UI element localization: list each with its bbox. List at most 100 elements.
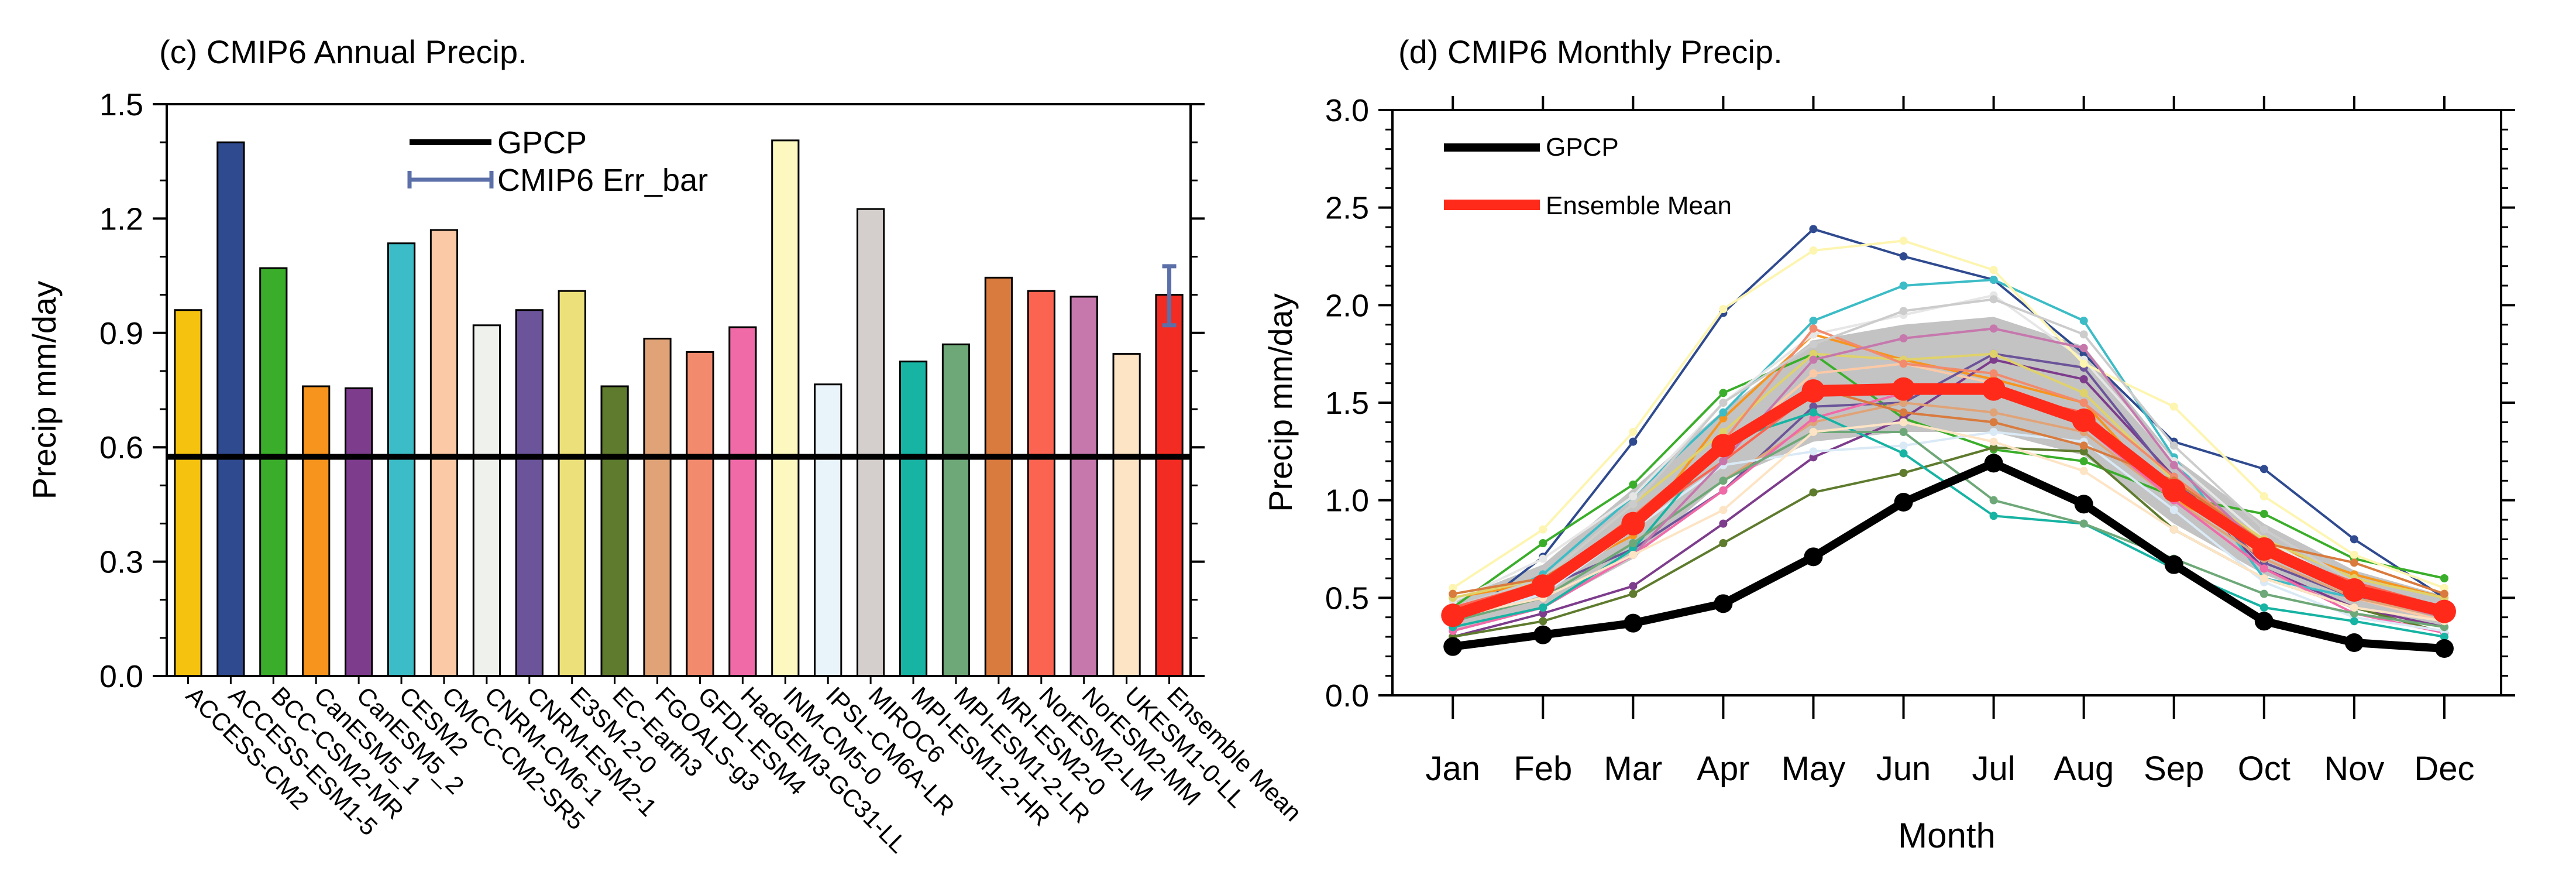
bar [728,326,757,677]
model-point [1989,408,1998,417]
model-point [1899,428,1908,436]
model-point [1629,539,1638,547]
bar [984,276,1013,677]
model-point [2259,574,2268,582]
model-point [2440,574,2448,582]
model-point [1809,453,1818,462]
model-point [1539,525,1547,534]
bar [216,141,245,677]
plot-frame [166,103,1192,677]
ensemble-mean-point [2342,578,2366,602]
model-point [2169,441,2178,450]
model-point [1809,340,1818,348]
gpcp-point [2164,555,2183,574]
model-point [2440,633,2448,641]
model-point [1539,539,1547,547]
model-point [2079,457,2088,465]
model-point [1809,414,1818,423]
model-point [2079,447,2088,456]
bar [345,387,373,677]
y-tick-label: 2.0 [1325,288,1369,323]
model-series-line [1452,352,2445,619]
ensemble-mean-point [1801,379,1825,403]
month-label: Jan [1425,750,1480,788]
y-axis-label: Precip mm/day [26,281,63,499]
y-axis-label: Precip mm/day [1262,293,1299,512]
model-point [1449,589,1457,598]
legend-errbar-label: CMIP6 Err_bar [497,163,708,198]
model-point [1809,369,1818,378]
gpcp-point [1804,547,1823,567]
month-label: Dec [2414,750,2474,788]
model-point [2169,461,2178,469]
model-point [1629,500,1638,509]
model-point [1899,236,1908,245]
model-point [1719,305,1728,313]
model-point [1719,486,1728,495]
gpcp-point [1533,625,1553,644]
model-point [1809,402,1818,411]
model-point [2079,466,2088,475]
y-tick-label: 0.9 [99,316,143,351]
y-tick-label: 1.5 [1325,386,1369,421]
gpcp-point [1624,613,1643,633]
bar [1112,353,1141,677]
model-point [1989,369,1998,378]
bar [429,229,459,677]
model-point [1809,324,1818,333]
ensemble-mean-point [2162,479,2186,502]
model-point [2350,558,2358,567]
bar [941,343,971,677]
legend-gpcp-label: GPCP [1546,133,1619,162]
bar [174,309,202,677]
model-point [1719,457,1728,465]
ensemble-mean-point [1531,574,1555,598]
model-point [1899,399,1908,407]
ensemble-mean-point [1441,603,1465,627]
model-point [1809,246,1818,255]
month-label: Aug [2054,750,2114,788]
gpcp-point [1984,454,2003,473]
ensemble-mean-point [1621,512,1645,536]
model-point [1899,408,1908,417]
gpcp-point [2434,639,2454,658]
y-tick-label: 3.0 [1325,93,1369,128]
ensemble-mean-line [1451,383,2446,621]
bar [302,385,331,677]
model-point [1809,349,1818,358]
model-point [2440,589,2448,598]
model-point [1809,408,1818,417]
gpcp-point [1443,637,1463,656]
model-point [2259,603,2268,612]
model-point [2079,317,2088,325]
gpcp-point [2254,612,2274,631]
model-point [2350,551,2358,559]
model-point [1719,389,1728,397]
model-point [2350,609,2358,617]
y-tick-label: 0.0 [99,659,143,694]
ensemble-mean-point [1711,434,1735,458]
model-point [1899,282,1908,290]
model-point [1449,584,1457,592]
bar [259,267,288,677]
model-series-line [1452,421,2445,623]
legend-ensemble-label: Ensemble Mean [1546,191,1732,220]
month-label: Jul [1972,750,2016,788]
bar [1155,294,1184,677]
chart-title: (c) CMIP6 Annual Precip. [159,33,527,70]
model-point [2259,510,2268,518]
month-label: Sep [2144,750,2204,788]
model-series-line [1452,239,2445,589]
model-point [2440,584,2448,592]
bar [1027,290,1055,677]
model-point [2079,359,2088,368]
chart-title: (d) CMIP6 Monthly Precip. [1398,33,1783,70]
bar [558,290,586,677]
model-point [1719,476,1728,485]
model-point [2440,623,2448,632]
ensemble-mean-point [2432,599,2456,623]
model-point [1989,295,1998,304]
model-point [1899,469,1908,477]
